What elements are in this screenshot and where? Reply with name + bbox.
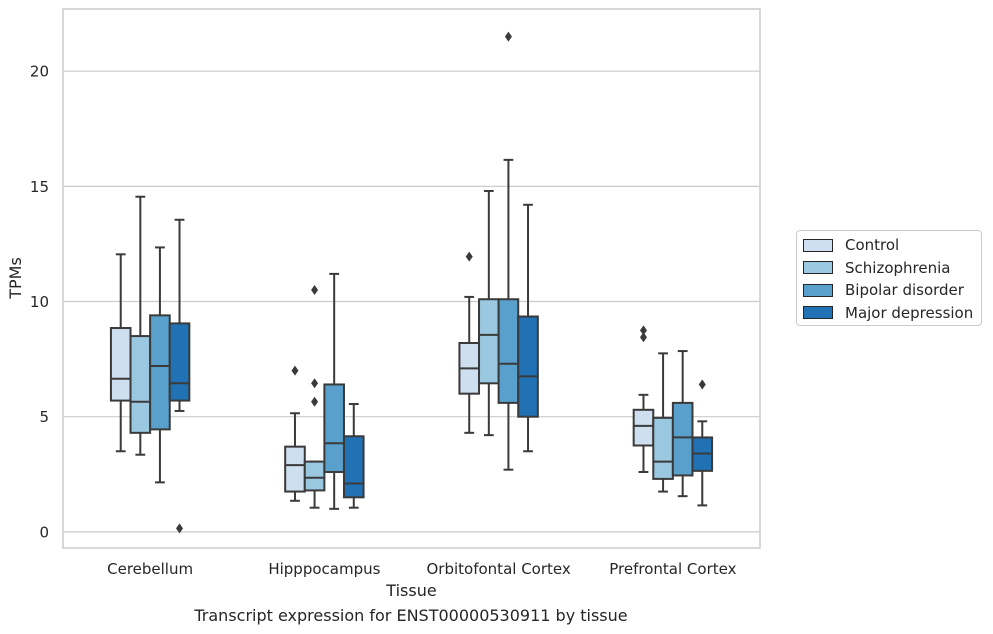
legend-item: Major depression bbox=[803, 302, 981, 325]
legend-label: Schizophrenia bbox=[845, 258, 951, 277]
box-group bbox=[323, 272, 345, 510]
box-series bbox=[109, 31, 714, 534]
legend-item: Bipolar disorder bbox=[803, 279, 981, 302]
box-group bbox=[652, 352, 674, 493]
outlier-point bbox=[504, 31, 512, 42]
x-tick-labels: Cerebellum Hipppocampus Orbitofontal Corte… bbox=[107, 560, 736, 578]
legend: Control Schizophrenia Bipolar disorder Majo… bbox=[796, 230, 982, 326]
outlier-point bbox=[311, 396, 319, 407]
box-iqr bbox=[652, 416, 674, 480]
y-tick-labels: 0 5 10 15 20 bbox=[30, 63, 49, 542]
box-group bbox=[129, 195, 152, 456]
box-iqr bbox=[168, 322, 191, 402]
box-group bbox=[109, 253, 132, 453]
outlier-point bbox=[639, 325, 647, 336]
outlier-point bbox=[176, 523, 184, 534]
box-iqr bbox=[478, 298, 500, 385]
box-iqr bbox=[129, 335, 152, 434]
box-iqr bbox=[632, 408, 655, 447]
chart-title: Transcript expression for ENST0000053091… bbox=[194, 606, 628, 625]
box-iqr bbox=[517, 315, 539, 418]
legend-label: Bipolar disorder bbox=[845, 281, 964, 300]
legend-swatch bbox=[803, 283, 833, 297]
plot-frame bbox=[62, 8, 761, 549]
legend-swatch bbox=[803, 261, 833, 275]
box-group bbox=[458, 251, 481, 434]
outlier-point bbox=[311, 285, 319, 296]
box-group bbox=[671, 350, 694, 498]
box-iqr bbox=[497, 298, 520, 404]
y-tick-label: 15 bbox=[30, 178, 49, 196]
box-group bbox=[517, 203, 539, 453]
outlier-point bbox=[698, 379, 706, 390]
box-iqr bbox=[284, 445, 306, 493]
box-group bbox=[478, 189, 500, 437]
box-group bbox=[149, 246, 171, 484]
y-tick-label: 5 bbox=[39, 408, 49, 426]
y-tick-label: 0 bbox=[39, 523, 49, 541]
box-iqr bbox=[149, 314, 171, 431]
box-group bbox=[632, 325, 655, 473]
legend-swatch bbox=[803, 306, 833, 320]
box-group bbox=[691, 379, 714, 507]
legend-item: Control bbox=[803, 234, 981, 257]
box-iqr bbox=[323, 383, 345, 473]
legend-item: Schizophrenia bbox=[803, 257, 981, 280]
outlier-point bbox=[465, 251, 473, 262]
box-group bbox=[497, 31, 520, 471]
outlier-point bbox=[639, 332, 647, 343]
box-group bbox=[303, 285, 326, 509]
y-tick-label: 10 bbox=[30, 293, 49, 311]
y-axis-title: TPMs bbox=[6, 257, 25, 300]
legend-swatch bbox=[803, 238, 833, 252]
x-tick-label: Hipppocampus bbox=[268, 560, 380, 578]
box-iqr bbox=[671, 401, 694, 477]
x-tick-label: Orbitofontal Cortex bbox=[427, 560, 571, 578]
box-iqr bbox=[303, 460, 326, 492]
box-group bbox=[342, 403, 365, 509]
x-axis-title: Tissue bbox=[385, 581, 436, 600]
y-tick-label: 20 bbox=[30, 63, 49, 81]
outlier-point bbox=[311, 378, 319, 389]
outlier-point bbox=[291, 365, 299, 376]
box-group bbox=[284, 365, 306, 502]
box-iqr bbox=[109, 327, 132, 402]
x-tick-label: Cerebellum bbox=[107, 560, 193, 578]
box-iqr bbox=[342, 435, 365, 499]
x-tick-label: Prefrontal Cortex bbox=[609, 560, 736, 578]
legend-label: Control bbox=[845, 236, 900, 255]
box-group bbox=[168, 218, 191, 534]
legend-label: Major depression bbox=[845, 303, 974, 322]
